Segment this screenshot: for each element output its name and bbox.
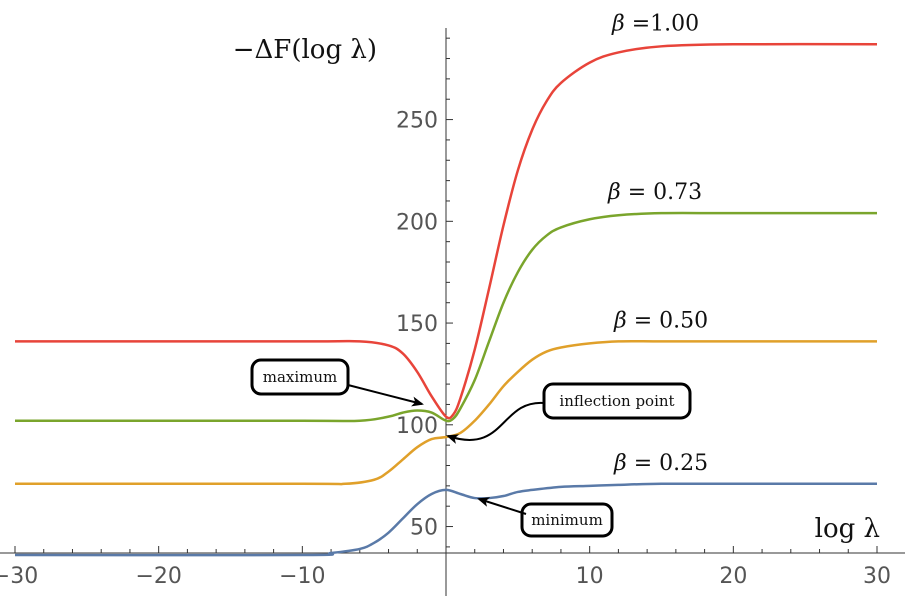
beta-symbol: β: [613, 451, 634, 476]
maximum-label: maximum: [263, 368, 338, 386]
beta-symbol: β: [607, 180, 628, 205]
minimum-arrow: [477, 497, 527, 515]
annotations: maximum inflection point minimum: [250, 358, 692, 538]
y-tick-label: 250: [396, 109, 438, 134]
series-label-4: β = 0.25: [613, 451, 708, 476]
x-tick-label: −20: [135, 564, 181, 589]
series-label-2: β = 0.73: [607, 180, 702, 205]
maximum-callout: maximum: [250, 358, 424, 407]
y-tick-label: 100: [396, 414, 438, 439]
maximum-box: [250, 358, 350, 396]
y-tick-label: 50: [410, 516, 438, 541]
series-value: =1.00: [632, 11, 699, 36]
inflection-arrow: [446, 401, 545, 444]
axes: −30 −20 −10 10 20 30 50 100 150 200 250 −ΔF(log λ…: [0, 28, 905, 596]
minimum-box: [520, 502, 614, 538]
series-line-4: [14, 482, 877, 557]
series-line-3: [15, 339, 877, 486]
x-axis-title: log λ: [815, 514, 880, 544]
beta-symbol: β: [611, 11, 632, 36]
y-axis-title: −ΔF(log λ): [233, 35, 377, 65]
series-value: = 0.73: [628, 180, 702, 205]
series-line-2: [15, 211, 877, 423]
x-tick-label: 20: [719, 564, 747, 589]
x-tick-label: 30: [863, 564, 891, 589]
y-tick-label: 150: [396, 312, 438, 337]
beta-symbol: β: [613, 308, 634, 333]
inflection-box: [542, 382, 692, 420]
x-tick-label: −10: [279, 564, 325, 589]
minimum-callout: minimum: [477, 497, 614, 538]
series-line-1: [14, 42, 878, 420]
x-tick-label: 10: [576, 564, 604, 589]
minimum-label: minimum: [531, 511, 603, 529]
series-value: = 0.25: [634, 451, 708, 476]
curves: [14, 42, 878, 557]
y-tick-label: 200: [396, 210, 438, 235]
series-labels: β =1.00β = 0.73β = 0.50β = 0.25: [607, 11, 708, 476]
x-tick-label: −30: [0, 564, 38, 589]
series-label-1: β =1.00: [611, 11, 699, 36]
series-value: = 0.50: [634, 308, 708, 333]
inflection-callout: inflection point: [446, 382, 692, 444]
inflection-label: inflection point: [559, 392, 674, 410]
series-label-3: β = 0.50: [613, 308, 708, 333]
y-ticks: 50 100 150 200 250: [396, 37, 453, 548]
maximum-arrow: [347, 384, 424, 407]
x-ticks: −30 −20 −10 10 20 30: [0, 546, 891, 589]
